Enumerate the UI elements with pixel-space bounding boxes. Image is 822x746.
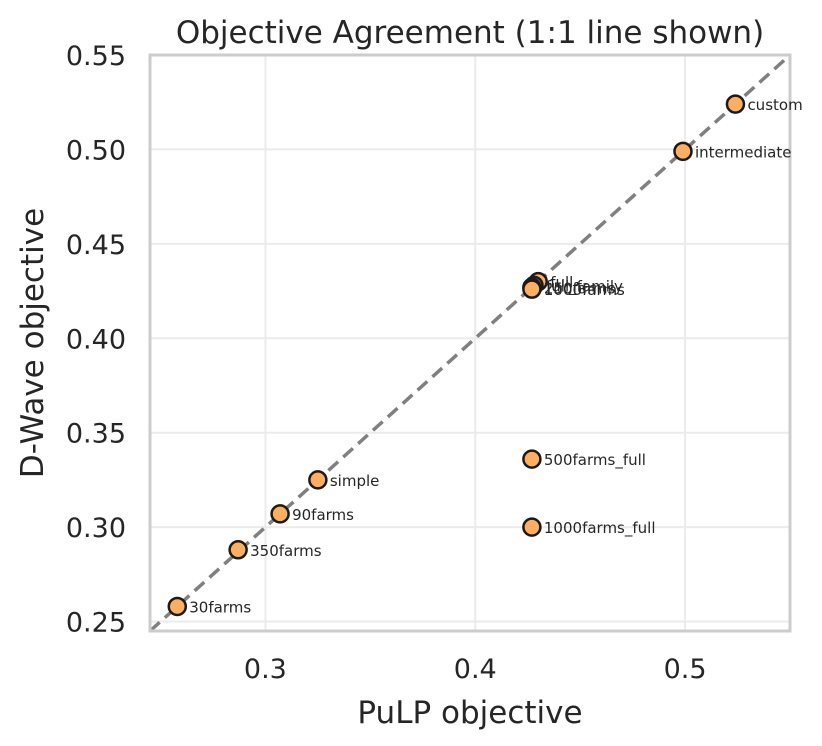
point-label: 350farms bbox=[250, 542, 322, 560]
y-axis-ticks: 0.25 0.30 0.35 0.40 0.45 0.50 0.55 bbox=[66, 41, 126, 639]
point-label: full bbox=[550, 274, 573, 292]
data-point bbox=[725, 94, 746, 114]
point-label: full_family bbox=[546, 277, 623, 296]
data-point bbox=[228, 540, 248, 560]
point-label: 1000farms_full bbox=[544, 519, 656, 538]
x-tick-label: 0.4 bbox=[454, 654, 497, 685]
point-label: 250farms bbox=[544, 279, 616, 297]
plot-border bbox=[148, 53, 792, 633]
reference-line-layer bbox=[148, 53, 792, 633]
y-tick-label: 0.40 bbox=[66, 324, 126, 355]
plot-frame bbox=[148, 53, 792, 633]
point-label: 1000farms bbox=[544, 281, 625, 299]
data-point bbox=[522, 517, 542, 537]
y-tick-label: 0.25 bbox=[66, 608, 126, 639]
point-label: 30farms bbox=[189, 598, 251, 616]
x-axis-title: PuLP objective bbox=[357, 695, 582, 731]
data-point bbox=[167, 596, 188, 617]
y-tick-label: 0.35 bbox=[66, 419, 126, 450]
chart-title: Objective Agreement (1:1 line shown) bbox=[176, 15, 764, 51]
x-axis-ticks: 0.3 0.4 0.5 bbox=[244, 654, 707, 685]
y-tick-label: 0.30 bbox=[66, 513, 126, 544]
y-tick-label: 0.50 bbox=[66, 135, 126, 166]
y-tick-label: 0.45 bbox=[66, 230, 126, 261]
data-point bbox=[673, 141, 693, 162]
x-tick-label: 0.3 bbox=[244, 654, 287, 685]
points-layer bbox=[167, 94, 746, 617]
point-label: custom bbox=[747, 96, 802, 114]
point-labels-layer: custom intermediate fullfull_family250farm… bbox=[189, 96, 802, 616]
data-point bbox=[270, 504, 290, 524]
x-tick-label: 0.5 bbox=[664, 654, 707, 685]
data-point bbox=[522, 279, 542, 299]
point-label: 90farms bbox=[292, 506, 354, 524]
point-label: 500farms_full bbox=[544, 451, 646, 470]
data-point bbox=[522, 449, 542, 469]
y-axis-title: D-Wave objective bbox=[15, 208, 51, 478]
data-point bbox=[308, 470, 328, 490]
point-label: simple bbox=[330, 472, 380, 490]
point-label: intermediate bbox=[695, 143, 792, 161]
reference-line bbox=[148, 53, 792, 633]
y-tick-label: 0.55 bbox=[66, 41, 126, 72]
